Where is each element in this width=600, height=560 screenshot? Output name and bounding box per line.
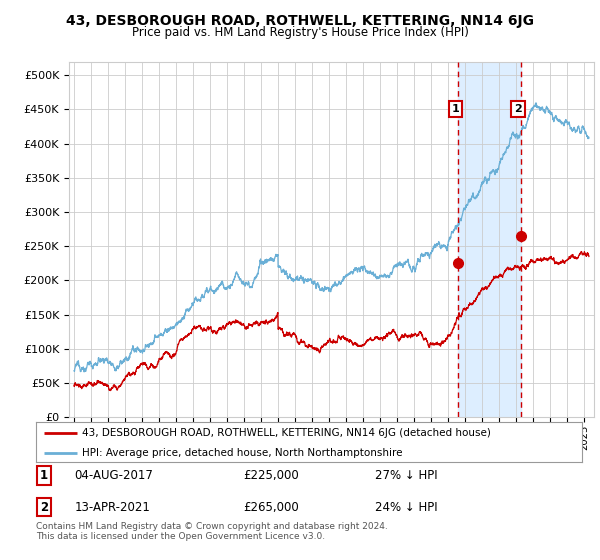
Text: This data is licensed under the Open Government Licence v3.0.: This data is licensed under the Open Gov… — [36, 532, 325, 541]
Text: Price paid vs. HM Land Registry's House Price Index (HPI): Price paid vs. HM Land Registry's House … — [131, 26, 469, 39]
Text: £225,000: £225,000 — [244, 469, 299, 482]
Text: HPI: Average price, detached house, North Northamptonshire: HPI: Average price, detached house, Nort… — [82, 448, 403, 458]
Text: 2: 2 — [514, 104, 522, 114]
Text: 43, DESBOROUGH ROAD, ROTHWELL, KETTERING, NN14 6JG: 43, DESBOROUGH ROAD, ROTHWELL, KETTERING… — [66, 14, 534, 28]
Text: 2: 2 — [40, 501, 48, 514]
Text: Contains HM Land Registry data © Crown copyright and database right 2024.: Contains HM Land Registry data © Crown c… — [36, 522, 388, 531]
Text: 04-AUG-2017: 04-AUG-2017 — [74, 469, 153, 482]
Text: 1: 1 — [40, 469, 48, 482]
Text: 27% ↓ HPI: 27% ↓ HPI — [374, 469, 437, 482]
Text: 13-APR-2021: 13-APR-2021 — [74, 501, 150, 514]
Text: 43, DESBOROUGH ROAD, ROTHWELL, KETTERING, NN14 6JG (detached house): 43, DESBOROUGH ROAD, ROTHWELL, KETTERING… — [82, 428, 491, 438]
Text: £265,000: £265,000 — [244, 501, 299, 514]
Bar — [458, 62, 521, 417]
Text: 1: 1 — [451, 104, 459, 114]
Text: 24% ↓ HPI: 24% ↓ HPI — [374, 501, 437, 514]
